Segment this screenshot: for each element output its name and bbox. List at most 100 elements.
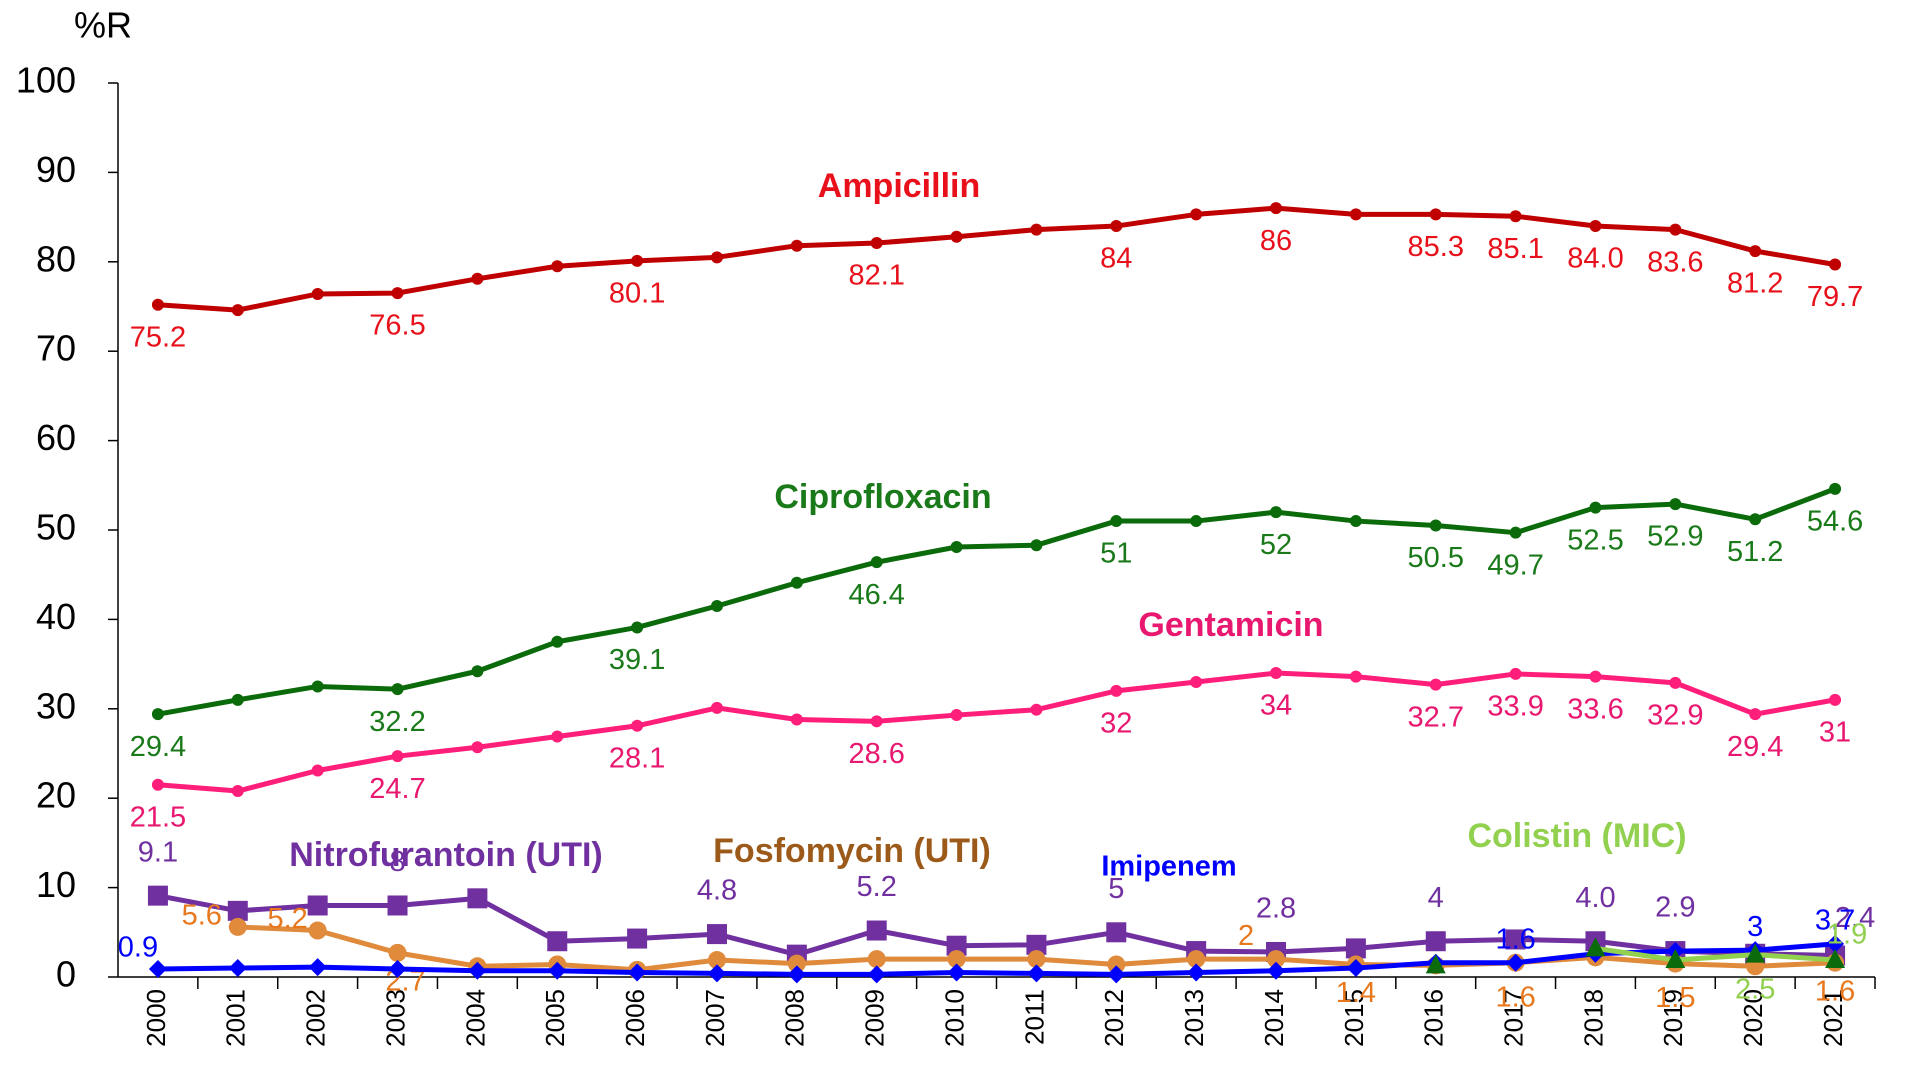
marker	[947, 963, 966, 982]
marker	[947, 950, 966, 969]
marker	[471, 741, 484, 754]
marker	[628, 963, 647, 982]
marker	[1030, 223, 1043, 236]
chart-title: %R	[74, 5, 132, 46]
marker	[1187, 950, 1206, 969]
data-label: 3.7	[1815, 905, 1855, 937]
marker	[1267, 961, 1286, 980]
data-label: 1.5	[1655, 982, 1695, 1014]
marker	[710, 599, 723, 612]
marker	[387, 895, 408, 916]
marker	[1749, 245, 1762, 258]
data-label: 81.2	[1727, 268, 1783, 300]
y-tick-label: 0	[56, 954, 76, 995]
series-line	[157, 486, 1836, 717]
series-line	[157, 205, 1836, 313]
data-label: 31	[1819, 717, 1851, 749]
marker	[1589, 670, 1602, 683]
x-tick-label: 2009	[860, 989, 890, 1047]
data-label: 21.5	[130, 801, 186, 833]
data-label: 83.6	[1647, 246, 1703, 278]
data-label: 29.4	[130, 731, 186, 763]
marker	[1509, 210, 1522, 223]
marker	[231, 304, 244, 317]
marker	[1669, 676, 1682, 689]
x-tick-label: 2021	[1818, 989, 1848, 1047]
marker	[388, 943, 407, 962]
marker	[706, 924, 727, 945]
marker	[1349, 208, 1362, 221]
data-label: 76.5	[369, 310, 425, 342]
data-label: 52.5	[1567, 524, 1623, 556]
series-name: Imipenem	[1101, 851, 1236, 883]
marker	[1345, 938, 1366, 959]
marker	[946, 935, 967, 956]
marker	[710, 251, 723, 264]
data-label: 33.6	[1567, 693, 1623, 725]
marker	[471, 665, 484, 678]
x-tick-label: 2012	[1099, 989, 1129, 1047]
marker	[1190, 675, 1203, 688]
marker	[228, 917, 247, 936]
marker	[1346, 959, 1365, 978]
marker	[867, 965, 886, 984]
series-line	[157, 893, 1836, 959]
marker	[790, 576, 803, 589]
data-label: 5	[1108, 873, 1124, 905]
data-label: 8	[389, 846, 405, 878]
marker	[1749, 513, 1762, 526]
marker	[467, 888, 488, 909]
data-label: 52	[1260, 529, 1292, 561]
y-tick-label: 30	[36, 685, 76, 726]
marker	[790, 239, 803, 252]
x-tick-label: 2003	[380, 989, 410, 1047]
data-label: 82.1	[848, 260, 904, 292]
marker	[1107, 965, 1126, 984]
marker	[1429, 678, 1442, 691]
x-tick-label: 2011	[1019, 989, 1049, 1045]
marker	[631, 621, 644, 634]
data-label: 28.1	[609, 742, 665, 774]
series-line	[1595, 945, 1836, 963]
marker	[1110, 684, 1123, 697]
series-line	[157, 670, 1836, 794]
data-label: 9.1	[138, 836, 178, 868]
marker	[631, 719, 644, 732]
data-label: 2.4	[1835, 902, 1875, 934]
data-label: 2	[1238, 920, 1254, 952]
marker	[1110, 515, 1123, 528]
data-label: 1.9	[1827, 919, 1867, 951]
marker	[308, 958, 327, 977]
data-label: 4	[1428, 882, 1444, 914]
marker	[388, 959, 407, 978]
marker	[631, 254, 644, 267]
data-label: 80.1	[609, 278, 665, 310]
data-label: 28.6	[848, 738, 904, 770]
data-label: 86	[1260, 225, 1292, 257]
marker	[1589, 501, 1602, 514]
marker	[867, 950, 886, 969]
marker	[1270, 667, 1283, 680]
x-tick-label: 2002	[301, 989, 331, 1047]
marker	[1349, 670, 1362, 683]
marker	[1429, 519, 1442, 532]
x-tick-label: 2006	[620, 989, 650, 1047]
y-tick-label: 10	[36, 864, 76, 905]
data-label: 2.5	[1735, 973, 1775, 1005]
y-tick-label: 20	[36, 775, 76, 816]
marker	[950, 230, 963, 243]
marker	[391, 683, 404, 696]
data-label: 2.8	[1256, 893, 1296, 925]
data-label: 32.9	[1647, 700, 1703, 732]
y-tick-label: 80	[36, 238, 76, 279]
data-label: 1.6	[1495, 923, 1535, 955]
marker	[1665, 949, 1686, 969]
marker	[148, 959, 167, 978]
data-label: 1.6	[1815, 975, 1855, 1007]
data-label: 4.8	[697, 875, 737, 907]
x-tick-label: 2000	[141, 989, 171, 1047]
marker	[950, 540, 963, 553]
y-tick-label: 90	[36, 149, 76, 190]
marker	[311, 287, 324, 300]
